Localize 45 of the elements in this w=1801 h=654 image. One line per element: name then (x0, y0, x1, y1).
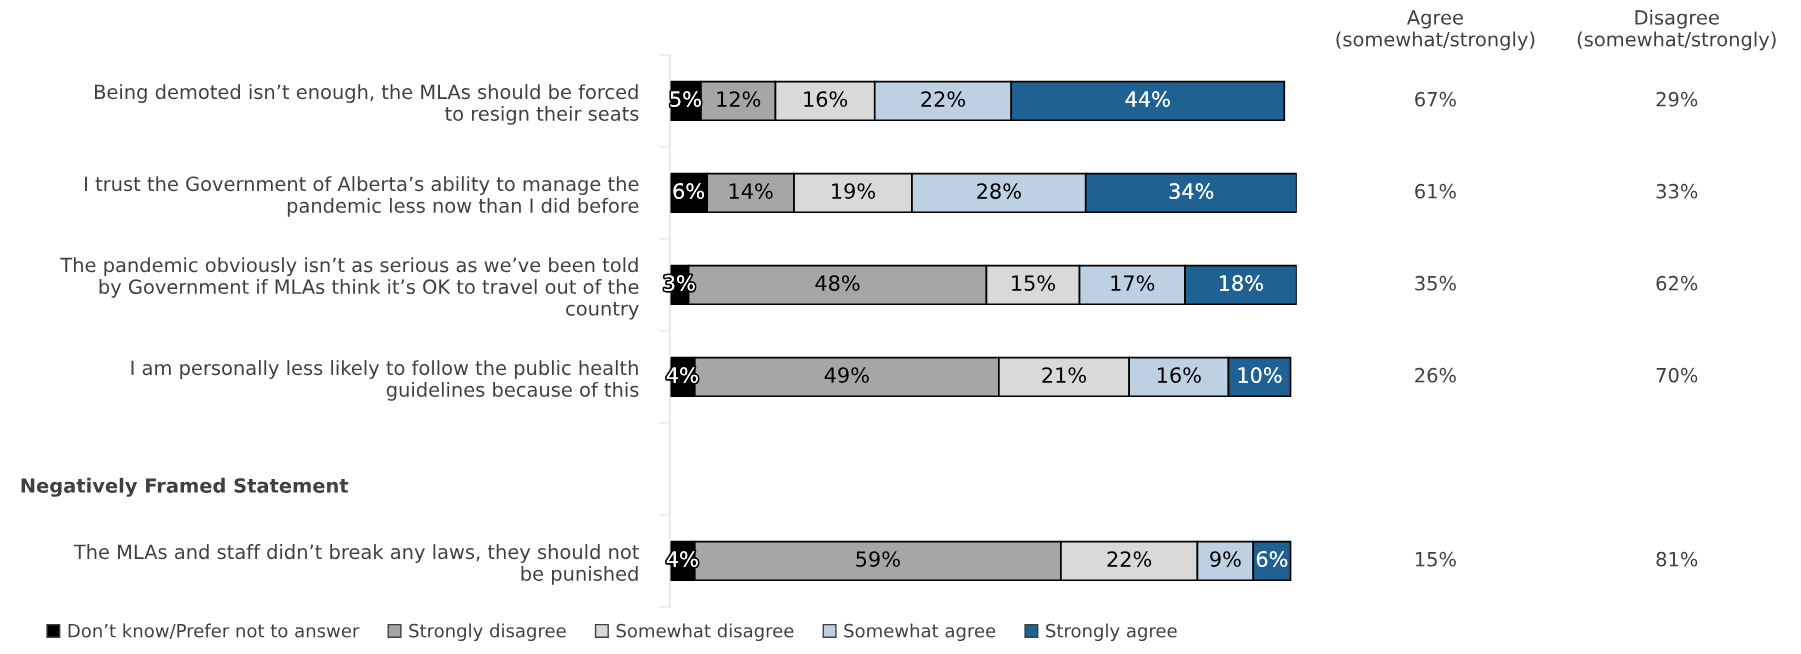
data-label: 16% (1157, 367, 1201, 383)
text: 81% (1656, 551, 1698, 567)
text: 67% (1415, 91, 1456, 107)
data-label: 19% (832, 183, 876, 199)
data-label: 28% (977, 183, 1021, 199)
legend-label: Somewhat agree (844, 623, 996, 642)
data-label: 21% (1042, 367, 1087, 383)
data-label: 14% (729, 183, 773, 199)
legend-label: Strongly disagree (409, 623, 566, 642)
data-label: 48% (815, 275, 860, 291)
y-tick-label: The MLAs and staff didn’t break any laws, they should not be punished (73, 544, 639, 585)
data-label: 12% (717, 91, 761, 107)
data-label: 16% (804, 91, 848, 107)
y-tick-label: The pandemic obviously isn’t as serious as we’ve been told by Government if MLAs think it’s OK to travel out of the country (60, 257, 639, 320)
text: 62% (1656, 275, 1698, 291)
data-label: 10% (1238, 367, 1282, 383)
text: 33% (1656, 183, 1698, 199)
legend-label: Somewhat disagree (616, 623, 794, 642)
data-label: 5% (670, 91, 701, 107)
y-tick-label: I trust the Government of Alberta’s ability to manage the pandemic less now than I did before (85, 176, 639, 217)
data-label: 22% (921, 91, 966, 107)
data-label: 22% (1107, 551, 1152, 567)
data-label: 18% (1220, 275, 1263, 291)
data-label: 6% (673, 183, 704, 199)
text: 15% (1415, 551, 1456, 567)
data-label: 6% (1256, 551, 1288, 567)
data-label: 59% (856, 551, 900, 567)
data-label: 9% (1210, 551, 1241, 567)
text: 35% (1415, 275, 1456, 291)
legend-label: Don’t know/Prefer not to answer (68, 623, 360, 639)
data-label: 15% (1012, 275, 1055, 291)
legend-label: Strongly agree (1046, 623, 1177, 642)
text: 61% (1415, 183, 1456, 199)
data-label: 44% (1125, 91, 1170, 107)
category-label: Agree (somewhat/strongly) (1336, 10, 1535, 51)
y-tick-label: Being demoted isn’t enough, the MLAs should be forced to resign their seats (95, 84, 639, 125)
text: 29% (1656, 91, 1698, 107)
data-label: 34% (1169, 183, 1214, 199)
data-label: 17% (1111, 275, 1155, 291)
data-label: 49% (824, 367, 869, 383)
text: 70% (1656, 367, 1698, 383)
text: Negatively Framed Statement (21, 477, 349, 497)
y-tick-label: I am personally less likely to follow the public health guidelines because of this (131, 360, 639, 401)
text: 26% (1415, 367, 1456, 383)
category-label: Disagree (somewhat/strongly) (1577, 9, 1776, 51)
